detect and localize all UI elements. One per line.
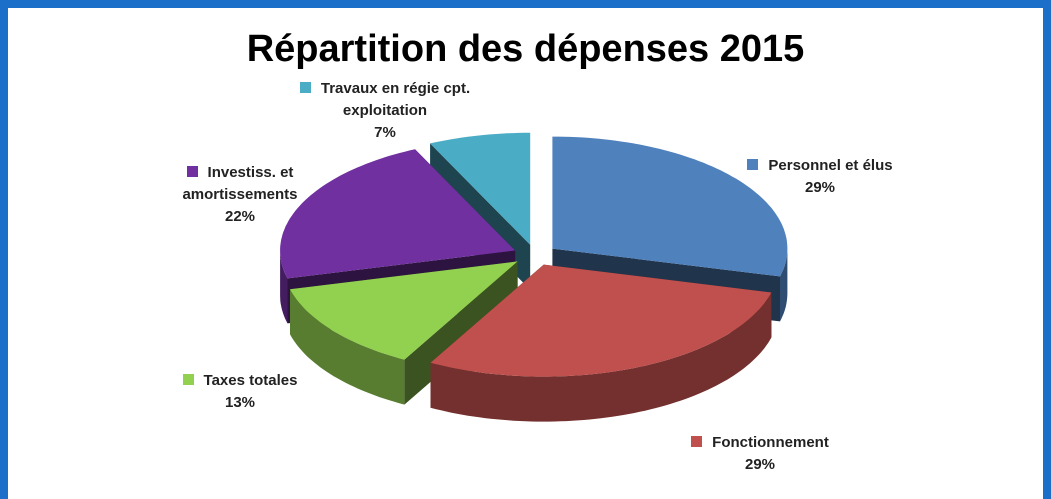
category-label: Travaux en régie cpt. exploitation <box>320 80 471 119</box>
slice-top <box>290 261 518 360</box>
data-label: Investiss. et amortissements 22% <box>145 162 335 228</box>
legend-swatch <box>299 82 311 93</box>
slice-top <box>552 136 788 277</box>
slice-wall <box>290 289 405 405</box>
legend-swatch <box>182 374 194 385</box>
legend-swatch <box>691 436 703 447</box>
chart-title: Répartition des dépenses 2015 <box>246 28 805 70</box>
category-label: Taxes totales <box>203 372 298 389</box>
value-label: 7% <box>374 124 396 141</box>
data-label: Taxes totales 13% <box>145 370 335 414</box>
slice-wall <box>780 248 788 322</box>
value-label: 22% <box>224 208 256 225</box>
category-label: Personnel et élus <box>768 157 893 174</box>
slice-wall <box>280 250 288 324</box>
data-label: Personnel et élus 29% <box>725 155 915 199</box>
slice-top <box>280 149 516 279</box>
value-label: 29% <box>804 179 836 196</box>
legend-swatch <box>186 166 198 177</box>
slice <box>290 261 518 405</box>
slice-wall <box>430 292 772 422</box>
slice-top <box>430 264 772 377</box>
data-label: Fonctionnement 29% <box>665 432 855 476</box>
value-label: 29% <box>744 456 776 473</box>
slice-top <box>430 132 531 245</box>
legend-swatch <box>747 159 759 170</box>
slice <box>430 264 772 422</box>
data-label: Travaux en régie cpt. exploitation 7% <box>290 78 480 144</box>
category-label: Fonctionnement <box>712 434 829 451</box>
value-label: 13% <box>224 394 256 411</box>
category-label: Investiss. et amortissements <box>182 164 298 203</box>
